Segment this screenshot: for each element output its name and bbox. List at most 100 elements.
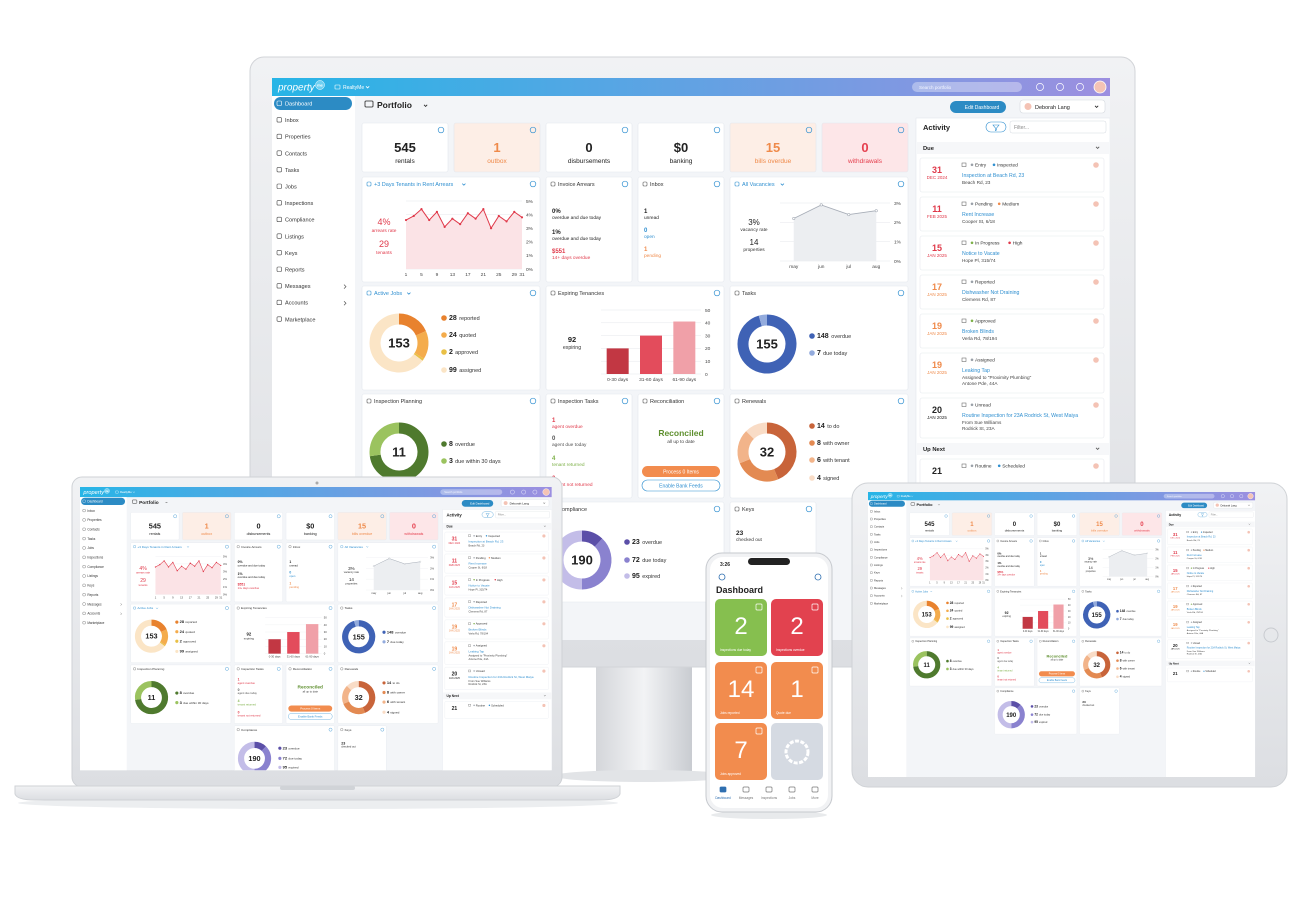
info-icon[interactable]	[380, 727, 385, 732]
nav-icon[interactable]	[788, 786, 796, 793]
activity-item[interactable]	[1167, 564, 1253, 581]
item-title[interactable]: Notice to Vacate	[962, 251, 1000, 257]
info-icon[interactable]	[987, 539, 991, 543]
sidebar-item[interactable]: Accounts	[87, 612, 100, 616]
button-label[interactable]: Enable Bank Feeds	[1047, 680, 1068, 682]
activity-item[interactable]	[1167, 618, 1253, 638]
info-icon[interactable]	[621, 397, 629, 405]
info-icon[interactable]	[1157, 639, 1161, 643]
item-title[interactable]: Routine Inspection for 23A Rodrick St, W…	[1187, 647, 1241, 650]
widget-title[interactable]: +3 Days Tenants in Rent Arrears	[374, 182, 453, 188]
activity-item[interactable]	[444, 666, 549, 690]
sidebar-item[interactable]: Compliance	[874, 555, 888, 559]
info-icon[interactable]	[1072, 589, 1076, 593]
sidebar-item[interactable]: Marketplace	[87, 621, 104, 625]
sidebar-item[interactable]: Reports	[285, 268, 305, 274]
settings-icon[interactable]	[718, 573, 726, 581]
sidebar-item[interactable]: Listings	[874, 563, 883, 567]
sidebar-item[interactable]: Inbox	[285, 118, 299, 124]
widget-title[interactable]: All Vacancies	[742, 182, 775, 188]
sidebar-item[interactable]: Inspections	[87, 556, 103, 560]
info-icon[interactable]	[987, 514, 991, 518]
activity-item[interactable]	[444, 619, 549, 640]
item-title[interactable]: Rent Increase	[1187, 554, 1203, 557]
nav-label[interactable]: More	[811, 796, 818, 800]
widget-title[interactable]: Active Jobs	[374, 291, 402, 297]
header-icon[interactable]	[1056, 83, 1064, 91]
sidebar-item[interactable]: Jobs	[87, 546, 94, 550]
process-button[interactable]	[642, 466, 720, 477]
notification-icon[interactable]	[814, 573, 822, 581]
bank-feeds-button[interactable]	[1038, 677, 1076, 683]
filter-input[interactable]	[1009, 120, 1107, 134]
widget-title[interactable]: Active Jobs	[137, 606, 153, 610]
info-icon[interactable]	[1157, 589, 1161, 593]
avatar[interactable]	[542, 488, 550, 496]
sidebar-item[interactable]: Messages	[285, 284, 311, 290]
info-icon[interactable]	[1114, 514, 1118, 518]
info-icon[interactable]	[1157, 514, 1161, 518]
info-icon[interactable]	[1072, 539, 1076, 543]
info-icon[interactable]	[225, 544, 229, 549]
info-icon[interactable]	[432, 514, 436, 519]
info-icon[interactable]	[897, 126, 905, 134]
info-icon[interactable]	[805, 126, 813, 134]
avatar[interactable]	[1247, 493, 1254, 500]
header-icon[interactable]	[521, 489, 526, 495]
info-icon[interactable]	[328, 544, 333, 549]
sidebar-item[interactable]: Compliance	[87, 565, 104, 569]
sidebar-item[interactable]: Properties	[874, 517, 886, 521]
sidebar-item[interactable]: Properties	[285, 135, 311, 141]
info-icon[interactable]	[328, 514, 333, 519]
info-icon[interactable]	[529, 289, 537, 297]
sidebar-item[interactable]: Dashboard	[87, 499, 103, 503]
edit-dashboard-button[interactable]	[950, 101, 1006, 113]
nav-icon[interactable]	[811, 786, 819, 793]
header-icon[interactable]	[1230, 494, 1234, 498]
info-icon[interactable]	[529, 180, 537, 188]
sidebar-item[interactable]: Dashboard	[874, 502, 887, 506]
info-icon[interactable]	[432, 544, 436, 549]
widget-title[interactable]: +3 Days Tenants in Rent Arrears	[915, 540, 952, 543]
item-title[interactable]: Rent Increase	[962, 212, 994, 218]
item-title[interactable]: Leaking Tap	[1187, 626, 1201, 629]
info-icon[interactable]	[1114, 689, 1118, 693]
item-title[interactable]: Dishwasher Not Draining	[962, 290, 1019, 296]
sidebar-item[interactable]: Keys	[874, 571, 880, 575]
user-select[interactable]	[1019, 99, 1106, 114]
widget-title[interactable]: Active Jobs	[915, 590, 929, 593]
sidebar-item[interactable]: Inspections	[285, 201, 313, 207]
process-button[interactable]	[288, 705, 333, 712]
info-icon[interactable]	[713, 397, 721, 405]
info-icon[interactable]	[713, 505, 721, 513]
info-icon[interactable]	[621, 180, 629, 188]
item-title[interactable]: Broken Blinds	[1187, 608, 1203, 611]
info-icon[interactable]	[897, 180, 905, 188]
sidebar-item[interactable]: Inbox	[87, 509, 95, 513]
sidebar-item[interactable]: Tasks	[87, 537, 95, 541]
item-title[interactable]: Dishwasher Not Draining	[468, 606, 501, 610]
info-icon[interactable]	[437, 126, 445, 134]
sidebar-item[interactable]: Tasks	[874, 532, 881, 536]
header-icon[interactable]	[532, 489, 538, 495]
header-icon[interactable]	[1036, 83, 1044, 91]
sidebar-item[interactable]: Marketplace	[874, 601, 889, 605]
item-title[interactable]: Notice to Vacate	[468, 584, 489, 588]
item-title[interactable]: Routine Inspection for 23A Rodrick St, W…	[468, 675, 533, 679]
header-icon[interactable]	[1076, 83, 1084, 91]
sidebar-item[interactable]: Accounts	[285, 301, 308, 307]
button-label[interactable]: Process 0 Items	[300, 707, 321, 711]
header-icon[interactable]	[1239, 494, 1244, 498]
sidebar-item[interactable]: Keys	[285, 251, 298, 257]
info-icon[interactable]	[621, 126, 629, 134]
sidebar-item[interactable]: Properties	[87, 518, 102, 522]
info-icon[interactable]	[1072, 514, 1076, 518]
button-label[interactable]: Enable Bank Feeds	[659, 484, 703, 490]
widget-title[interactable]: All Vacancies	[1085, 540, 1101, 543]
info-icon[interactable]	[713, 289, 721, 297]
sidebar-item[interactable]: Reports	[874, 578, 884, 582]
item-title[interactable]: Inspection at Beach Rd, 23	[962, 173, 1024, 179]
info-icon[interactable]	[987, 589, 991, 593]
item-title[interactable]: Dishwasher Not Draining	[1187, 590, 1214, 593]
activity-item[interactable]	[1167, 639, 1253, 659]
